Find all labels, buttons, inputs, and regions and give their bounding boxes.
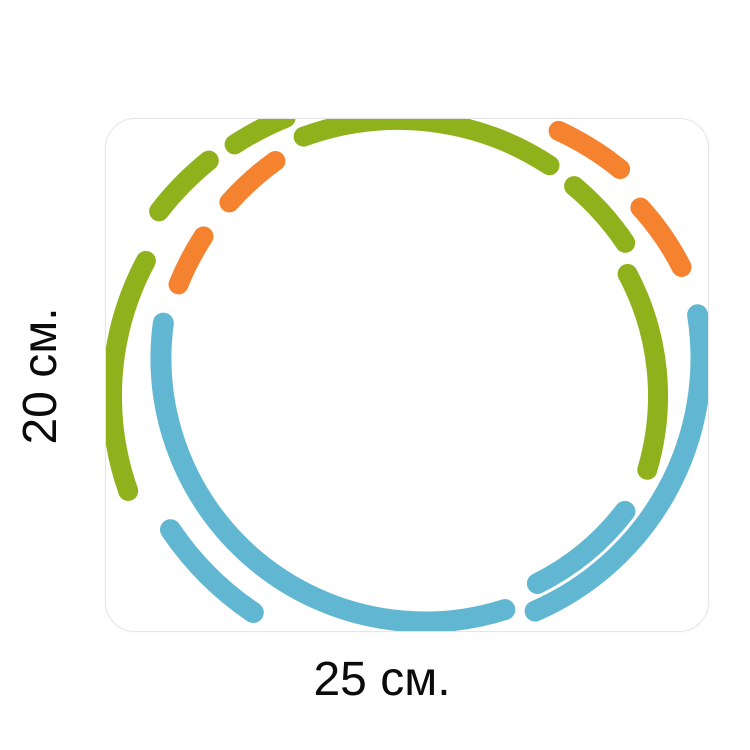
width-dimension-label: 25 см. bbox=[313, 653, 451, 706]
blue-ring-segment bbox=[526, 500, 636, 594]
green-ring-segment bbox=[149, 150, 219, 222]
green-ring-segment bbox=[617, 263, 669, 480]
orange-ring-segment bbox=[168, 226, 214, 295]
green-ring-segment bbox=[293, 119, 560, 176]
blue-ring-segment bbox=[160, 519, 264, 623]
product-card bbox=[105, 118, 709, 632]
green-ring-segment bbox=[224, 119, 296, 155]
green-ring-segment bbox=[106, 250, 156, 501]
green-ring-segment bbox=[564, 176, 636, 253]
blue-ring-segment bbox=[524, 304, 708, 622]
rings-graphic bbox=[106, 119, 708, 631]
orange-ring-segment bbox=[548, 120, 631, 180]
height-dimension-label: 20 см. bbox=[14, 307, 67, 445]
orange-ring-segment bbox=[219, 151, 286, 213]
orange-ring-segment bbox=[630, 197, 692, 277]
blue-ring-segment bbox=[150, 312, 516, 631]
